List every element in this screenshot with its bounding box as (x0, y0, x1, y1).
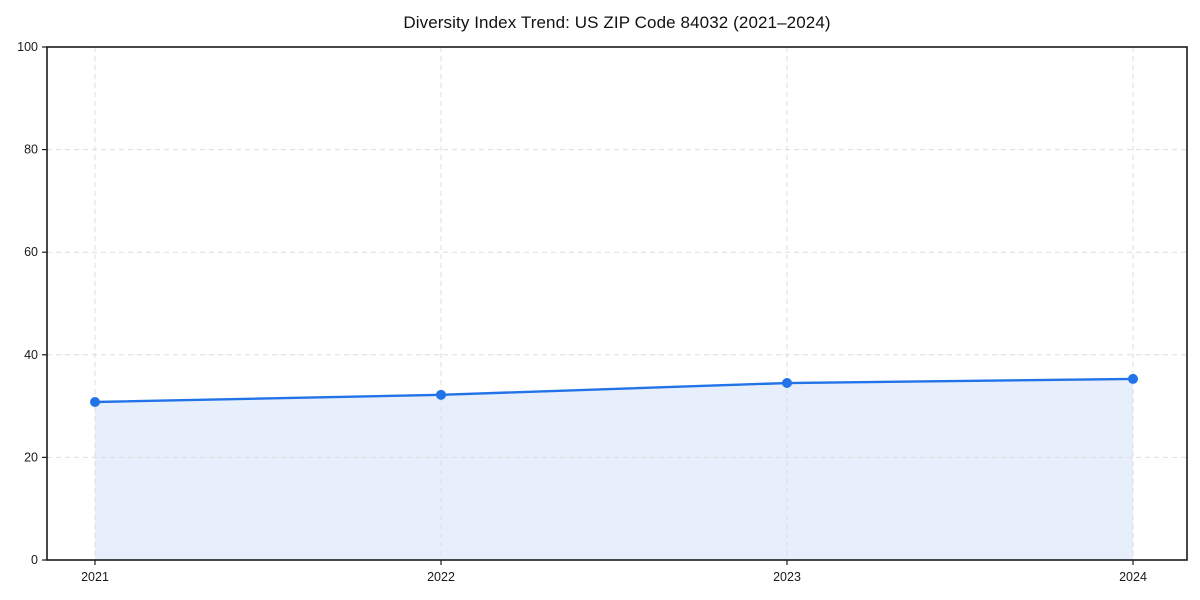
data-point-2023 (782, 378, 792, 389)
data-point-2024 (1128, 373, 1138, 384)
axis-ticks (42, 46, 1134, 565)
y-tick-label: 20 (24, 450, 38, 464)
gridlines (47, 47, 1187, 560)
chart-title: Diversity Index Trend: US ZIP Code 84032… (403, 13, 831, 32)
trend-line (93, 377, 1135, 404)
x-tick-label: 2022 (427, 570, 455, 584)
y-tick-label: 100 (17, 40, 38, 54)
x-tick-label: 2024 (1119, 570, 1147, 584)
data-point-2022 (436, 389, 446, 400)
axis-tick-labels: 0 20 40 60 80 100 2021 2022 2023 2024 (17, 40, 1147, 584)
x-tick-label: 2021 (81, 570, 109, 584)
area-fill (95, 378, 1133, 560)
y-tick-label: 0 (31, 553, 38, 567)
y-tick-label: 60 (24, 245, 38, 259)
plot-border (46, 46, 1188, 561)
data-point-2021 (90, 396, 100, 407)
y-tick-label: 80 (24, 143, 38, 157)
x-tick-label: 2023 (773, 570, 801, 584)
y-tick-label: 40 (24, 348, 38, 362)
